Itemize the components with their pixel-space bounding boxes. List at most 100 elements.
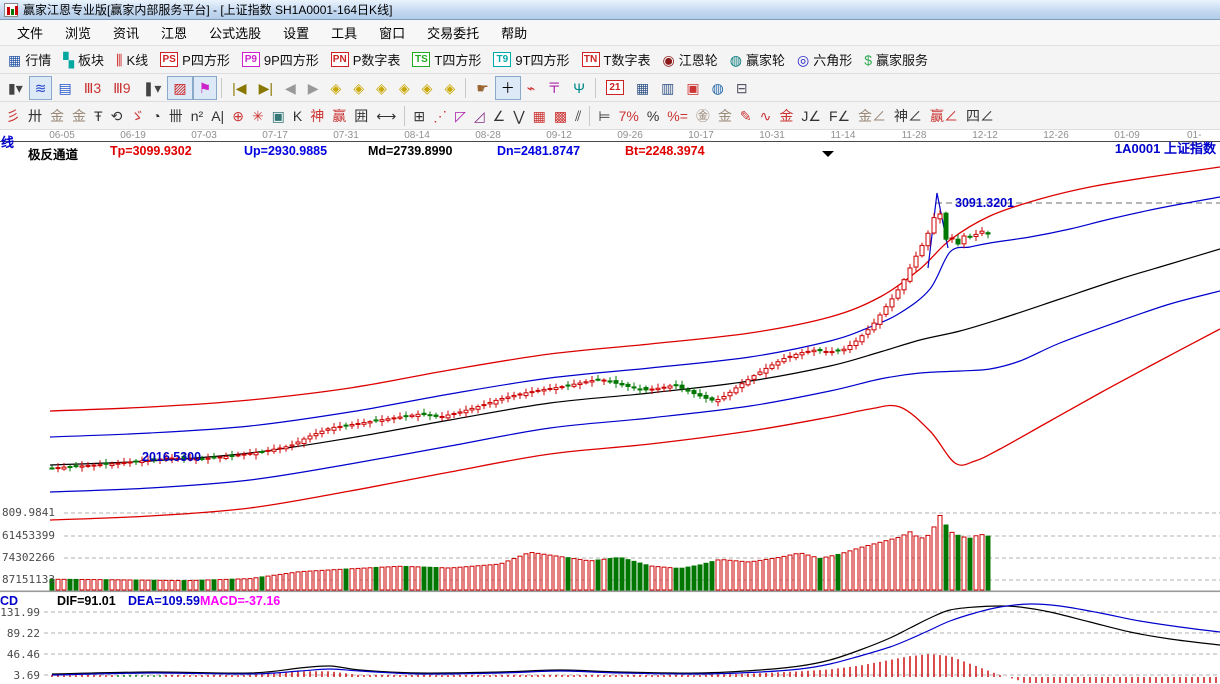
- j-angle-button[interactable]: J∠: [797, 104, 825, 128]
- scale-button[interactable]: ⊞: [409, 104, 429, 128]
- hand-tool-button[interactable]: ☛: [470, 76, 495, 100]
- sectors-button[interactable]: ▚ 板块: [57, 48, 110, 72]
- calculator-button[interactable]: ▦: [630, 76, 655, 100]
- prev-page-button[interactable]: ◀: [279, 76, 302, 100]
- n-square-button[interactable]: n²: [187, 104, 207, 128]
- pane-tab-kline[interactable]: 线: [1, 135, 15, 150]
- circle-cross-button[interactable]: ⊕: [228, 104, 248, 128]
- menu-help[interactable]: 帮助: [501, 26, 528, 41]
- ying-angle-button[interactable]: 赢∠: [926, 104, 962, 128]
- shift-right-button[interactable]: ◈: [347, 76, 370, 100]
- minute9-button[interactable]: Ⅲ9: [107, 76, 136, 100]
- red-grid-arrow-button[interactable]: ▩: [550, 104, 571, 128]
- menu-file[interactable]: 文件: [17, 26, 44, 41]
- gold-ruler1-button[interactable]: 金: [46, 104, 68, 128]
- wave-button[interactable]: ∿: [756, 104, 776, 128]
- gann-tool-button[interactable]: 〒: [541, 76, 567, 100]
- kline-chart-canvas[interactable]: [0, 130, 1220, 684]
- menu-tools[interactable]: 工具: [331, 26, 358, 41]
- tick-ruler2-button[interactable]: 卌: [165, 104, 187, 128]
- pattern-button[interactable]: ▨: [167, 75, 193, 100]
- red-grid-button[interactable]: ▦: [529, 104, 550, 128]
- shen-angle-button[interactable]: 神∠: [890, 104, 926, 128]
- p-square-button[interactable]: PS P四方形: [154, 48, 236, 72]
- si-angle-button[interactable]: 四∠: [962, 104, 998, 128]
- x-axis-date: 09-26: [617, 130, 643, 141]
- brush-cap-button[interactable]: ゞ: [126, 104, 148, 128]
- minute3-button[interactable]: Ⅲ3: [78, 76, 107, 100]
- menu-window[interactable]: 窗口: [379, 26, 406, 41]
- first-page-button[interactable]: |◀: [226, 76, 252, 100]
- window-titlebar[interactable]: 赢家江恩专业版[赢家内部服务平台] - [上证指数 SH1A0001-164日K…: [0, 0, 1220, 20]
- kline-button[interactable]: ⫼ K线: [110, 48, 154, 72]
- notepad-button[interactable]: ▥: [655, 76, 680, 100]
- workstation-button[interactable]: ⊟: [730, 76, 754, 100]
- kline-period-button[interactable]: ▮▾: [2, 76, 29, 100]
- calendar-button[interactable]: 21: [600, 76, 630, 100]
- menu-formula-stockpick[interactable]: 公式选股: [209, 26, 262, 41]
- angle-lines-button[interactable]: ∠: [489, 104, 510, 128]
- star-grid-button[interactable]: ✳: [248, 104, 268, 128]
- parallel-lines-button[interactable]: ⫽: [571, 104, 585, 128]
- t-square-button[interactable]: TS T四方形: [406, 48, 487, 72]
- pct-line-button[interactable]: %=: [663, 104, 692, 128]
- quotes-button[interactable]: ▦ 行情: [2, 48, 57, 72]
- spiral-button[interactable]: ⟲: [107, 104, 127, 128]
- width-measure-button[interactable]: ⟷: [372, 104, 400, 128]
- zoom-v-button[interactable]: ◈: [393, 76, 416, 100]
- gann-ruler-button[interactable]: 卅: [24, 104, 46, 128]
- gold-line-button[interactable]: 金: [714, 104, 736, 128]
- save-button[interactable]: ▣: [680, 76, 705, 100]
- report-view-button[interactable]: ▤: [52, 76, 77, 100]
- gold-circle-button[interactable]: ㊎: [692, 104, 714, 128]
- move-button[interactable]: ◈: [438, 76, 461, 100]
- shift-left-button[interactable]: ◈: [325, 76, 348, 100]
- candle-style-button[interactable]: ❚▾: [137, 76, 168, 100]
- winner-wheel-button[interactable]: ◍ 赢家轮: [724, 48, 791, 72]
- zoom-all-button[interactable]: ◈: [416, 76, 439, 100]
- brush-tool-button[interactable]: 彡: [2, 104, 24, 128]
- grid123-button[interactable]: 囲: [350, 104, 372, 128]
- last-page-button[interactable]: ▶|: [253, 76, 279, 100]
- f-ruler-button[interactable]: Ŧ: [90, 104, 107, 128]
- ying-tool-button[interactable]: 赢: [328, 104, 350, 128]
- 9p-square-button[interactable]: P9 9P四方形: [236, 48, 325, 72]
- red-fan-button[interactable]: ⋰: [429, 104, 451, 128]
- menu-settings[interactable]: 设置: [283, 26, 310, 41]
- menu-trade[interactable]: 交易委托: [427, 26, 480, 41]
- gold-ruler2-button[interactable]: 金: [68, 104, 90, 128]
- t-table-button[interactable]: TN T数字表: [576, 48, 657, 72]
- smart-analyze-button[interactable]: Ψ: [567, 76, 591, 100]
- gann-wheel-button[interactable]: ◉ 江恩轮: [657, 48, 724, 72]
- menu-browse[interactable]: 浏览: [65, 26, 92, 41]
- menu-news[interactable]: 资讯: [113, 26, 140, 41]
- pct7-button[interactable]: 7%: [615, 104, 643, 128]
- price-brush-button[interactable]: ✎: [736, 104, 756, 128]
- menu-gann[interactable]: 江恩: [161, 26, 188, 41]
- volume-flag-button[interactable]: ⚑: [192, 75, 218, 100]
- a-line-button[interactable]: A|: [207, 104, 228, 128]
- k-mark-button[interactable]: K: [289, 104, 306, 128]
- square-target-button[interactable]: ▣: [268, 104, 289, 128]
- zoom-h-button[interactable]: ◈: [370, 76, 393, 100]
- shen-tool-button[interactable]: 神: [306, 104, 328, 128]
- f-angle-button[interactable]: F∠: [825, 104, 854, 128]
- gold-angle-button[interactable]: 金∠: [854, 104, 890, 128]
- hexagon-button[interactable]: ◎ 六角形: [791, 48, 858, 72]
- angle-measure-button[interactable]: ⌁: [521, 76, 541, 100]
- price-ruler-button[interactable]: ⊨: [594, 104, 614, 128]
- pct-button[interactable]: %: [643, 104, 663, 128]
- web-export-button[interactable]: ◍: [706, 76, 730, 100]
- purple-rays-button[interactable]: ◿: [470, 104, 489, 128]
- crosshair-tool-button[interactable]: ＋: [494, 75, 521, 100]
- gold-red-button[interactable]: 金: [775, 104, 797, 128]
- trend-view-button[interactable]: ≋: [28, 75, 53, 100]
- purple-fan-button[interactable]: ◸: [451, 104, 470, 128]
- time-circle-button[interactable]: ◔: [148, 104, 164, 128]
- v-dotted-button[interactable]: ⋁: [509, 104, 528, 128]
- next-page-button[interactable]: ▶: [302, 76, 325, 100]
- winner-service-button[interactable]: $ 赢家服务: [858, 48, 934, 72]
- 9t-square-button[interactable]: T9 9T四方形: [487, 48, 575, 72]
- p-table-button[interactable]: PN P数字表: [325, 48, 407, 72]
- macd-pane-label[interactable]: CD: [0, 594, 19, 608]
